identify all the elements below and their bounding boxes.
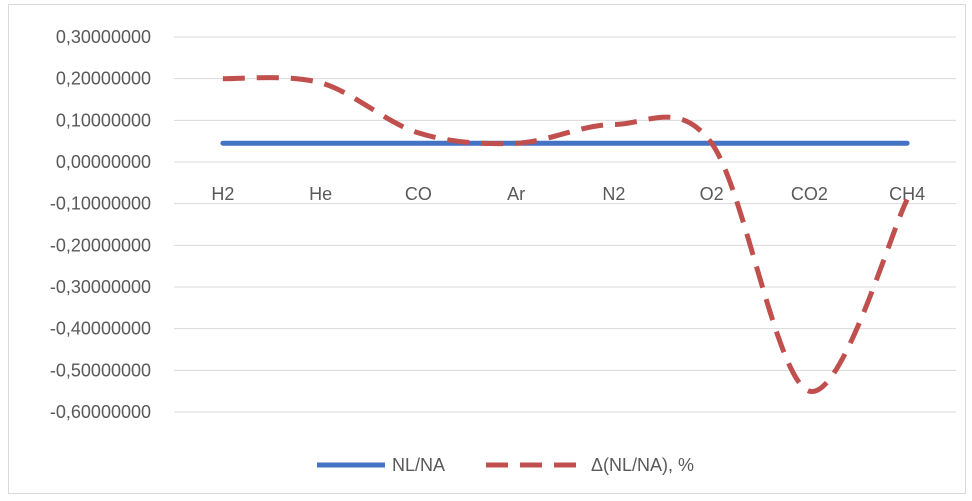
- series-line-2: [222, 75, 910, 394]
- y-tick-label: 0,30000000: [56, 27, 151, 47]
- x-tick-label: N2: [602, 184, 625, 204]
- x-tick-label: H2: [211, 184, 234, 204]
- y-tick-label: -0,10000000: [50, 194, 151, 214]
- y-tick-label: -0,20000000: [50, 235, 151, 255]
- x-tick-label: He: [309, 184, 332, 204]
- x-tick-label: CO: [405, 184, 432, 204]
- x-tick-label: Ar: [507, 184, 525, 204]
- y-tick-label: 0,10000000: [56, 110, 151, 130]
- y-tick-label: -0,50000000: [50, 360, 151, 380]
- x-tick-label: CH4: [889, 184, 925, 204]
- line-chart: 0,30000000 0,20000000 0,10000000 0,00000000…: [50, 27, 956, 475]
- legend-label-2: Δ(NL/NA), %: [591, 455, 694, 475]
- legend-label-1: NL/NA: [392, 455, 445, 475]
- y-tick-label: -0,30000000: [50, 277, 151, 297]
- y-tick-label: -0,40000000: [50, 319, 151, 339]
- x-tick-label: CO2: [791, 184, 828, 204]
- x-tick-label: O2: [700, 184, 724, 204]
- chart-frame: 0,30000000 0,20000000 0,10000000 0,00000000…: [8, 4, 966, 494]
- y-tick-label: 0,20000000: [56, 69, 151, 89]
- y-tick-label: 0,00000000: [56, 152, 151, 172]
- y-tick-label: -0,60000000: [50, 402, 151, 422]
